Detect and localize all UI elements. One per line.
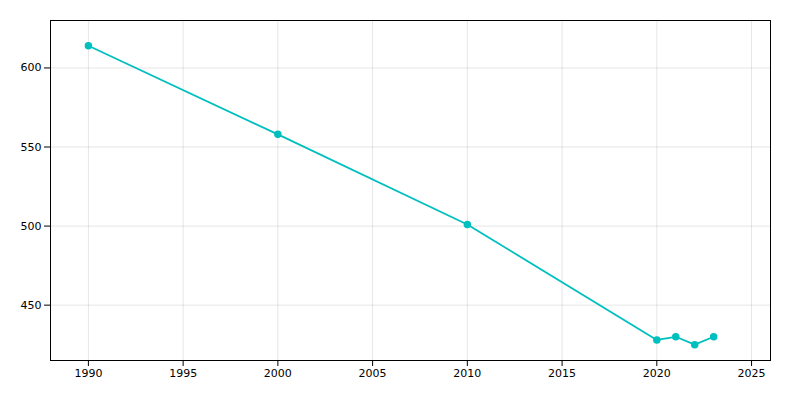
svg-text:1995: 1995	[169, 367, 197, 380]
svg-text:2020: 2020	[643, 367, 671, 380]
svg-text:1990: 1990	[74, 367, 102, 380]
svg-text:2025: 2025	[738, 367, 766, 380]
svg-text:450: 450	[21, 299, 42, 312]
svg-text:2015: 2015	[548, 367, 576, 380]
svg-text:500: 500	[21, 220, 42, 233]
svg-text:2005: 2005	[359, 367, 387, 380]
svg-text:2010: 2010	[453, 367, 481, 380]
svg-text:2000: 2000	[264, 367, 292, 380]
svg-text:600: 600	[21, 61, 42, 74]
svg-text:550: 550	[21, 141, 42, 154]
